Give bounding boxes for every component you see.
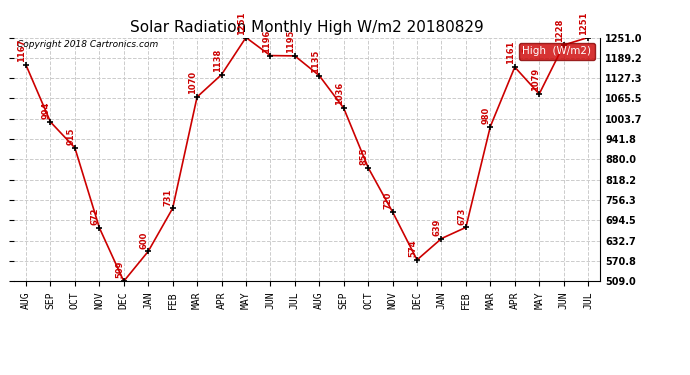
Text: 1135: 1135 [310, 50, 319, 73]
Text: 672: 672 [90, 207, 99, 225]
Text: 1079: 1079 [531, 68, 540, 91]
Title: Solar Radiation Monthly High W/m2 20180829: Solar Radiation Monthly High W/m2 201808… [130, 20, 484, 35]
Text: 1036: 1036 [335, 82, 344, 105]
Text: 731: 731 [164, 188, 173, 206]
Text: 639: 639 [433, 218, 442, 236]
Text: 1167: 1167 [17, 39, 26, 62]
Text: 509: 509 [115, 261, 124, 279]
Text: 1251: 1251 [237, 11, 246, 35]
Text: 855: 855 [359, 147, 368, 165]
Text: 1070: 1070 [188, 71, 197, 94]
Text: 673: 673 [457, 207, 466, 225]
Text: Copyright 2018 Cartronics.com: Copyright 2018 Cartronics.com [17, 40, 158, 49]
Text: 1161: 1161 [506, 41, 515, 64]
Text: 994: 994 [42, 102, 51, 119]
Legend: High  (W/m2): High (W/m2) [519, 43, 595, 60]
Text: 720: 720 [384, 192, 393, 209]
Text: 1195: 1195 [286, 30, 295, 53]
Text: 574: 574 [408, 240, 417, 257]
Text: 1228: 1228 [555, 19, 564, 42]
Text: 600: 600 [139, 231, 148, 249]
Text: 1138: 1138 [213, 49, 222, 72]
Text: 980: 980 [482, 106, 491, 124]
Text: 1251: 1251 [580, 11, 589, 35]
Text: 915: 915 [66, 128, 75, 145]
Text: 1196: 1196 [262, 29, 270, 53]
